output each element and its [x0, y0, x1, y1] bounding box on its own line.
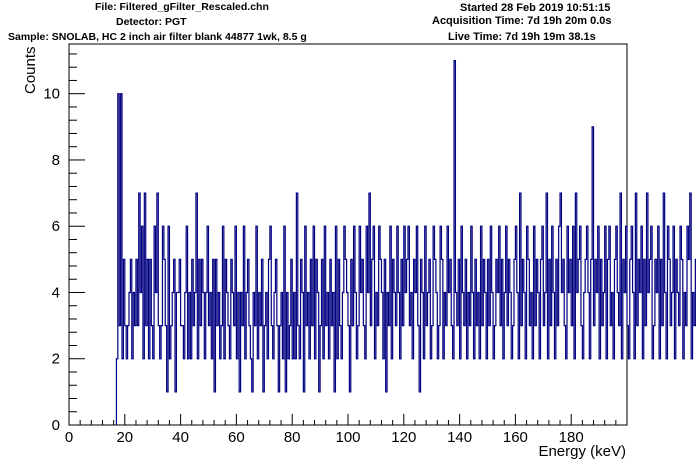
y-axis-ticks: 0 2 4 6 8 10 — [43, 53, 85, 434]
y-tick-label: 8 — [52, 152, 60, 169]
header-detector: Detector: PGT — [116, 16, 187, 28]
header-live-time: Live Time: 7d 19h 19m 38.1s — [448, 31, 596, 43]
histogram-line — [115, 59, 696, 425]
header-started: Started 28 Feb 2019 10:51:15 — [460, 2, 611, 14]
x-tick-label: 60 — [228, 429, 245, 446]
x-axis-ticks: 0 20 40 60 80 100 120 140 160 180 — [65, 414, 617, 446]
header-acquisition-time: Acquisition Time: 7d 19h 20m 0.0s — [432, 15, 612, 27]
y-axis-title: Counts — [22, 46, 39, 94]
histogram-series — [115, 59, 696, 425]
y-tick-label: 6 — [52, 218, 60, 235]
x-tick-label: 120 — [391, 429, 416, 446]
y-tick-label: 4 — [52, 284, 60, 301]
x-tick-label: 160 — [503, 429, 528, 446]
header-sample: Sample: SNOLAB, HC 2 inch air filter bla… — [8, 31, 307, 43]
y-tick-label: 10 — [43, 86, 60, 103]
x-tick-label: 20 — [116, 429, 133, 446]
x-tick-label: 140 — [447, 429, 472, 446]
y-tick-label: 2 — [52, 351, 60, 368]
x-tick-label: 0 — [65, 429, 73, 446]
x-tick-label: 40 — [172, 429, 189, 446]
x-tick-label: 80 — [284, 429, 301, 446]
x-axis-title: Energy (keV) — [538, 443, 626, 460]
x-tick-label: 180 — [559, 429, 584, 446]
header-file: File: Filtered_gFilter_Rescaled.chn — [95, 1, 269, 13]
y-tick-label: 0 — [52, 417, 60, 434]
x-tick-label: 100 — [335, 429, 360, 446]
